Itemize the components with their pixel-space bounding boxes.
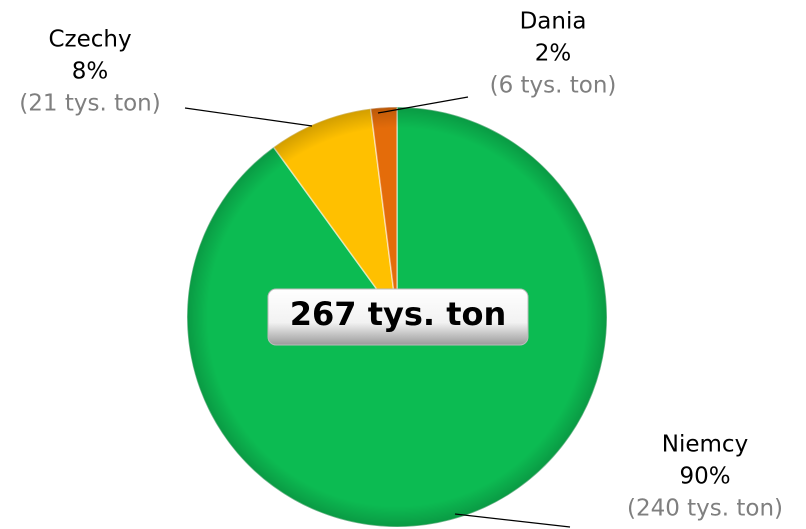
value-label: 90% xyxy=(679,464,730,490)
total-box xyxy=(267,288,529,346)
total-label: 267 tys. ton xyxy=(290,295,507,333)
category-label: Niemcy xyxy=(662,432,748,458)
leader-line xyxy=(184,107,313,127)
category-label: Czechy xyxy=(48,27,131,53)
leader-line xyxy=(454,513,571,528)
amount-label: (6 tys. ton) xyxy=(490,73,617,99)
category-label: Dania xyxy=(520,9,587,35)
amount-label: (240 tys. ton) xyxy=(627,496,783,522)
leader-line xyxy=(377,96,469,114)
value-label: 2% xyxy=(535,41,572,67)
value-label: 8% xyxy=(72,59,109,85)
amount-label: (21 tys. ton) xyxy=(19,91,160,117)
